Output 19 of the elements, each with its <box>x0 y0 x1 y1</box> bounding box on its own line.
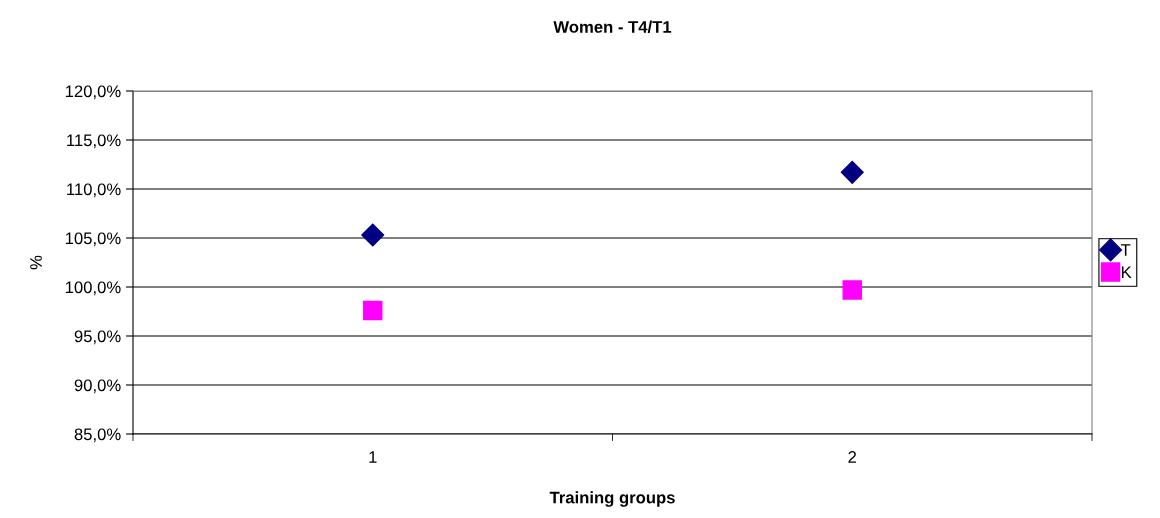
x-axis-title: Training groups <box>549 491 675 507</box>
y-tick-label: 120,0% <box>65 85 121 100</box>
y-tick-label: 90,0% <box>74 379 121 394</box>
y-tick-label: 85,0% <box>74 428 121 443</box>
y-axis-title: % <box>30 255 42 270</box>
y-tick-label: 100,0% <box>65 281 121 296</box>
y-tick-label: 110,0% <box>67 183 121 198</box>
x-tick-label: 2 <box>848 451 857 463</box>
chart-title: Women - T4/T1 <box>553 20 672 33</box>
legend-label: K <box>1121 266 1132 278</box>
point <box>361 223 385 247</box>
point <box>842 280 862 300</box>
point <box>363 300 383 321</box>
x-tick-label: 1 <box>369 451 377 463</box>
y-tick-label: 115,0% <box>67 134 121 149</box>
legend-label: T <box>1120 244 1131 256</box>
y-tick-label: 95,0% <box>74 330 121 345</box>
y-tick-label: 105,0% <box>65 232 121 247</box>
point <box>840 160 864 184</box>
